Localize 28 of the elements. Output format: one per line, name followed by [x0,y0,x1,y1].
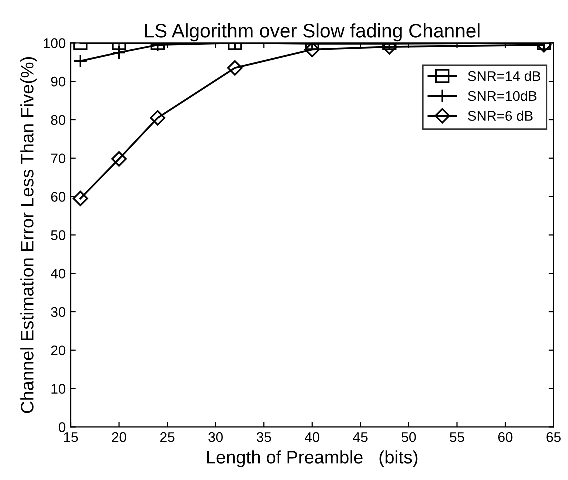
y-tick-label: 40 [51,268,66,279]
y-tick-label: 50 [51,230,66,240]
x-tick-label: 40 [304,432,320,442]
y-tick-label: 20 [51,346,66,356]
legend-label: SNR=6 dB [468,110,533,122]
legend-label: SNR=10dB [468,90,537,102]
x-tick-label: 55 [450,432,464,442]
x-tick-label: 60 [498,432,513,442]
y-tick-label: 0 [58,422,66,432]
y-tick-label: 80 [51,115,66,126]
x-axis-title: Length of Preamble (bits) [208,450,418,468]
y-tick-label: 60 [51,192,66,202]
x-tick-label: 50 [402,432,416,442]
x-tick-label: 15 [64,432,78,442]
legend-label: SNR=14 dB [468,71,541,82]
x-tick-label: 25 [160,432,175,442]
y-tick-label: 90 [51,76,66,87]
x-tick-label: 45 [353,432,368,442]
y-tick-label: 30 [51,307,66,318]
x-tick-label: 20 [112,432,126,442]
y-axis-title: Channel Estimation Error Less Than Five(%) [20,57,38,414]
x-tick-label: 65 [546,432,561,442]
y-tick-label: 70 [51,154,66,164]
y-tick-label: 10 [52,384,66,394]
y-tick-label: 100 [44,38,66,48]
x-tick-label: 35 [256,432,272,442]
chart-title: LS Algorithm over Slow fading Channel [145,24,480,42]
x-tick-label: 30 [208,432,224,442]
